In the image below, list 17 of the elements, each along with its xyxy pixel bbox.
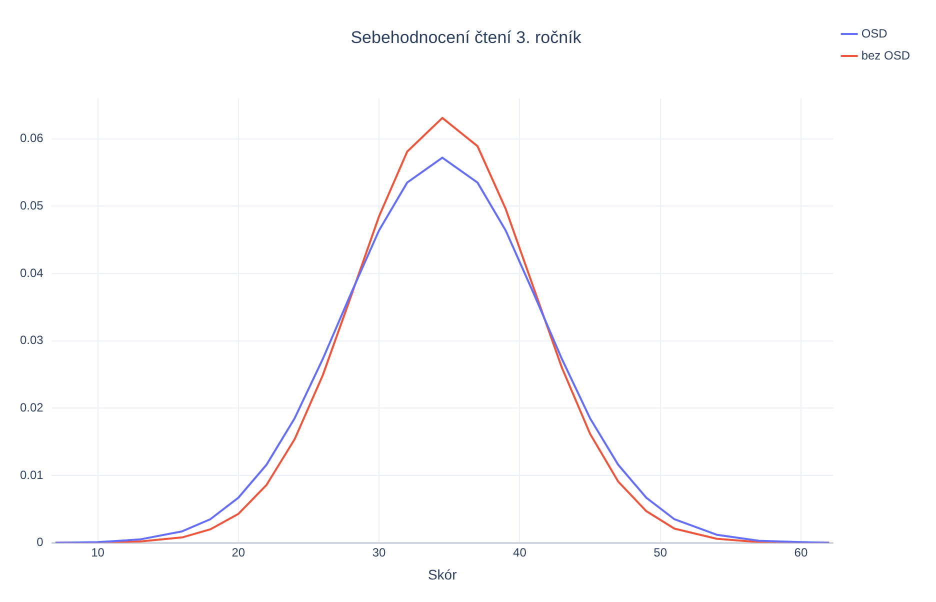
x-tick-label: 60 [794,545,808,560]
y-tick-label: 0 [36,535,44,550]
legend-label: bez OSD [861,48,910,62]
x-tick-label: 10 [91,545,105,560]
y-tick-label: 0.02 [20,400,44,414]
y-tick-label: 0.05 [20,198,44,212]
y-tick-label: 0.01 [20,468,44,482]
x-tick-label: 50 [654,545,668,560]
y-tick-label: 0.03 [20,333,44,348]
x-axis-title: Skór [428,566,458,582]
y-tick-label: 0.06 [20,131,44,146]
x-tick-label: 20 [232,545,246,560]
x-tick-label: 40 [513,545,527,560]
y-tick-label: 0.04 [20,266,44,280]
legend-label: OSD [861,26,888,40]
x-tick-label: 30 [372,545,386,560]
chart-title: Sebehodnocení čtení 3. ročník [350,28,582,47]
